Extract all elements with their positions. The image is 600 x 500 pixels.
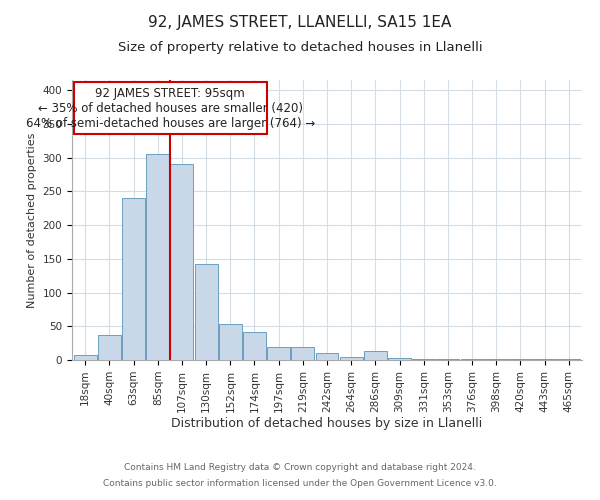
Bar [316, 354, 338, 360]
FancyBboxPatch shape [74, 82, 266, 134]
Bar [146, 154, 169, 360]
Bar [122, 198, 145, 360]
Bar [194, 264, 218, 360]
Bar [412, 358, 435, 360]
Y-axis label: Number of detached properties: Number of detached properties [27, 132, 37, 308]
Text: Contains HM Land Registry data © Crown copyright and database right 2024.: Contains HM Land Registry data © Crown c… [124, 464, 476, 472]
Bar [243, 332, 266, 360]
Bar [74, 354, 97, 360]
Bar [98, 335, 121, 360]
Bar [340, 356, 362, 360]
Text: Contains public sector information licensed under the Open Government Licence v3: Contains public sector information licen… [103, 478, 497, 488]
Bar [170, 164, 193, 360]
Bar [388, 358, 411, 360]
Bar [364, 351, 387, 360]
Text: 92 JAMES STREET: 95sqm: 92 JAMES STREET: 95sqm [95, 88, 245, 101]
Bar [292, 346, 314, 360]
Text: 64% of semi-detached houses are larger (764) →: 64% of semi-detached houses are larger (… [26, 117, 315, 130]
Text: Size of property relative to detached houses in Llanelli: Size of property relative to detached ho… [118, 41, 482, 54]
X-axis label: Distribution of detached houses by size in Llanelli: Distribution of detached houses by size … [172, 418, 482, 430]
Text: ← 35% of detached houses are smaller (420): ← 35% of detached houses are smaller (42… [38, 102, 302, 116]
Text: 92, JAMES STREET, LLANELLI, SA15 1EA: 92, JAMES STREET, LLANELLI, SA15 1EA [148, 15, 452, 30]
Bar [219, 324, 242, 360]
Bar [267, 346, 290, 360]
